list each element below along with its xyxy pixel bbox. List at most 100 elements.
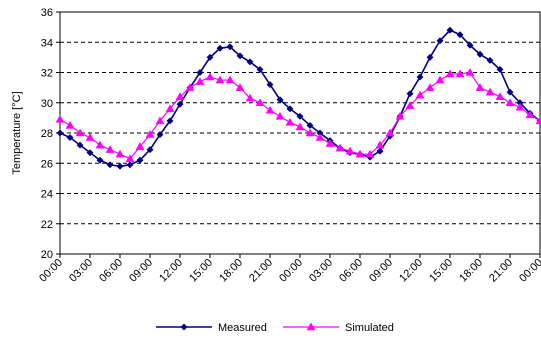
- measured-point: [436, 37, 444, 45]
- simulated-point: [515, 102, 525, 111]
- gridlines: [60, 41, 540, 225]
- x-tick-label: 18:00: [217, 257, 245, 285]
- measured-point: [506, 88, 514, 96]
- measured-point: [446, 26, 454, 34]
- measured-point: [496, 65, 504, 74]
- measured-point: [256, 65, 264, 74]
- simulated-point: [285, 117, 295, 126]
- simulated-point: [115, 149, 125, 158]
- simulated-point: [235, 83, 245, 91]
- measured-point: [196, 68, 204, 77]
- x-tick-label: 21:00: [247, 257, 275, 285]
- measured-point: [126, 161, 134, 169]
- measured-point: [86, 149, 94, 157]
- simulated-point: [145, 130, 155, 138]
- measured-point: [286, 105, 294, 113]
- y-tick-label: 20: [41, 249, 53, 261]
- simulated-point: [535, 116, 541, 125]
- y-tick-label: 36: [41, 7, 53, 19]
- y-tick-label: 30: [41, 98, 53, 110]
- y-tick-label: 32: [41, 68, 53, 80]
- simulated-point: [105, 145, 115, 153]
- simulated-point: [55, 114, 65, 123]
- measured-point: [206, 53, 214, 61]
- simulated-point: [505, 98, 515, 106]
- simulated-point: [345, 146, 355, 155]
- simulated-point: [395, 111, 405, 120]
- y-tick-label: 24: [41, 189, 53, 201]
- x-tick-label: 09:00: [127, 257, 155, 285]
- measured-point: [96, 156, 104, 164]
- simulated-point: [185, 83, 195, 91]
- x-tick-label: 12:00: [397, 257, 425, 285]
- simulated-point: [465, 67, 475, 76]
- simulated-point: [295, 122, 305, 131]
- x-tick-label: 12:00: [157, 257, 185, 285]
- measured-point: [406, 90, 414, 98]
- simulated-point: [65, 120, 75, 129]
- legend-item-simulated: Simulated: [283, 322, 394, 334]
- legend-label-simulated: Simulated: [345, 322, 394, 334]
- x-tick-label: 09:00: [367, 257, 395, 285]
- measured-point: [486, 56, 494, 64]
- measured-point: [146, 146, 154, 154]
- x-tick-label: 06:00: [97, 257, 125, 285]
- simulated-point: [405, 101, 415, 110]
- simulated-point: [135, 142, 145, 150]
- x-tick-label: 00:00: [277, 257, 305, 285]
- simulated-point: [445, 69, 455, 78]
- measured-point: [176, 100, 184, 108]
- measured-point: [116, 162, 124, 170]
- x-tick-label: 03:00: [307, 257, 335, 285]
- simulated-point: [215, 75, 225, 84]
- y-tick-label: 26: [41, 158, 53, 170]
- simulated-point: [165, 104, 175, 113]
- simulated-point: [525, 110, 535, 119]
- simulated-point: [225, 75, 235, 84]
- legend-swatch-marker: [306, 322, 316, 331]
- measured-point: [216, 44, 224, 52]
- measured-point: [106, 161, 114, 169]
- simulated-point: [85, 133, 95, 141]
- x-tick-label: 06:00: [337, 257, 365, 285]
- measured-point: [456, 31, 464, 39]
- measured-series: [56, 26, 541, 170]
- y-tick-label: 22: [41, 219, 53, 231]
- simulated-point: [315, 133, 325, 141]
- simulated-point: [355, 149, 365, 158]
- measured-point: [276, 96, 284, 104]
- x-tick-label: 18:00: [457, 257, 485, 285]
- simulated-point: [195, 77, 205, 85]
- simulated-point: [415, 90, 425, 99]
- measured-point: [376, 147, 384, 155]
- simulated-point: [485, 87, 495, 96]
- measured-line: [59, 29, 541, 168]
- simulated-point: [125, 154, 135, 162]
- simulated-point: [75, 128, 85, 137]
- x-tick-label: 15:00: [427, 257, 455, 285]
- y-tick-label: 34: [41, 37, 53, 49]
- simulated-point: [365, 149, 375, 158]
- measured-point: [296, 112, 304, 120]
- measured-point: [66, 133, 74, 142]
- y-tick-label: 28: [41, 128, 53, 140]
- series-layer: [55, 26, 541, 170]
- simulated-point: [325, 139, 335, 147]
- simulated-point: [305, 128, 315, 137]
- x-tick-label: 03:00: [67, 257, 95, 285]
- simulated-point: [95, 140, 105, 149]
- measured-point: [466, 41, 474, 49]
- simulated-point: [175, 92, 185, 100]
- measured-point: [136, 156, 144, 164]
- measured-point: [56, 129, 64, 137]
- simulated-series: [55, 67, 541, 162]
- simulated-point: [435, 75, 445, 84]
- y-axis-title: Temperature [°C]: [11, 91, 23, 174]
- simulated-point: [265, 105, 275, 114]
- simulated-point: [275, 111, 285, 120]
- measured-point: [476, 50, 484, 58]
- simulated-point: [495, 92, 505, 100]
- measured-point: [156, 130, 164, 139]
- x-tick-label: 21:00: [487, 257, 515, 285]
- measured-point: [246, 58, 254, 66]
